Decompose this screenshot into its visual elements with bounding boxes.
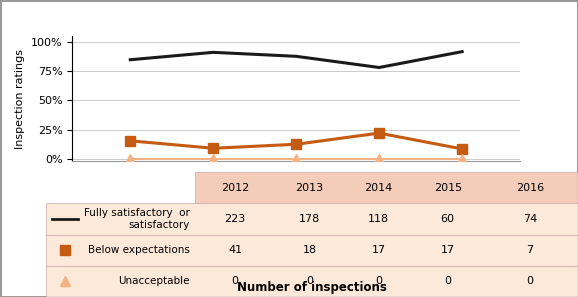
Y-axis label: Inspection ratings: Inspection ratings	[16, 48, 25, 148]
Text: 0: 0	[375, 277, 382, 286]
Text: 2012: 2012	[221, 183, 249, 193]
Text: 223: 223	[224, 214, 246, 224]
Text: Fully satisfactory  or
satisfactory: Fully satisfactory or satisfactory	[84, 208, 190, 230]
Text: 0: 0	[232, 277, 239, 286]
Text: 41: 41	[228, 245, 242, 255]
Text: Below expectations: Below expectations	[88, 245, 190, 255]
Text: 74: 74	[523, 214, 538, 224]
Text: 0: 0	[444, 277, 451, 286]
Text: 2015: 2015	[434, 183, 462, 193]
Text: Number of inspections: Number of inspections	[237, 281, 387, 294]
Bar	[195, 172, 578, 203]
Text: 178: 178	[299, 214, 320, 224]
Text: Unacceptable: Unacceptable	[118, 277, 190, 286]
Text: 60: 60	[440, 214, 455, 224]
Text: 17: 17	[372, 245, 386, 255]
Text: 118: 118	[368, 214, 389, 224]
Text: 0: 0	[527, 277, 533, 286]
Text: 18: 18	[302, 245, 317, 255]
Text: 2013: 2013	[295, 183, 324, 193]
Bar	[46, 203, 578, 235]
Text: 0: 0	[306, 277, 313, 286]
Text: 17: 17	[440, 245, 455, 255]
Bar	[46, 235, 578, 266]
Text: 2014: 2014	[365, 183, 392, 193]
Text: 2016: 2016	[516, 183, 544, 193]
Bar	[46, 266, 578, 297]
Text: 7: 7	[527, 245, 533, 255]
